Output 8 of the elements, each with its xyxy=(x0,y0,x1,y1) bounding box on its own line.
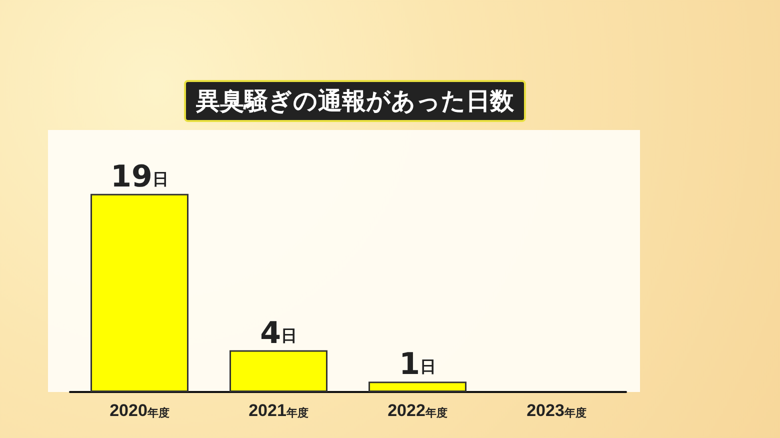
x-tick-label: 2023年度 xyxy=(526,401,586,420)
data-label: 1日 xyxy=(399,347,436,382)
x-tick-label: 2021年度 xyxy=(248,401,308,420)
x-tick-label: 2020年度 xyxy=(110,401,170,420)
data-label: 19日 xyxy=(110,159,168,194)
data-label: 4日 xyxy=(260,316,297,351)
x-tick-label: 2022年度 xyxy=(388,401,448,420)
chart-title: 異臭騒ぎの通報があった日数 xyxy=(184,80,526,122)
